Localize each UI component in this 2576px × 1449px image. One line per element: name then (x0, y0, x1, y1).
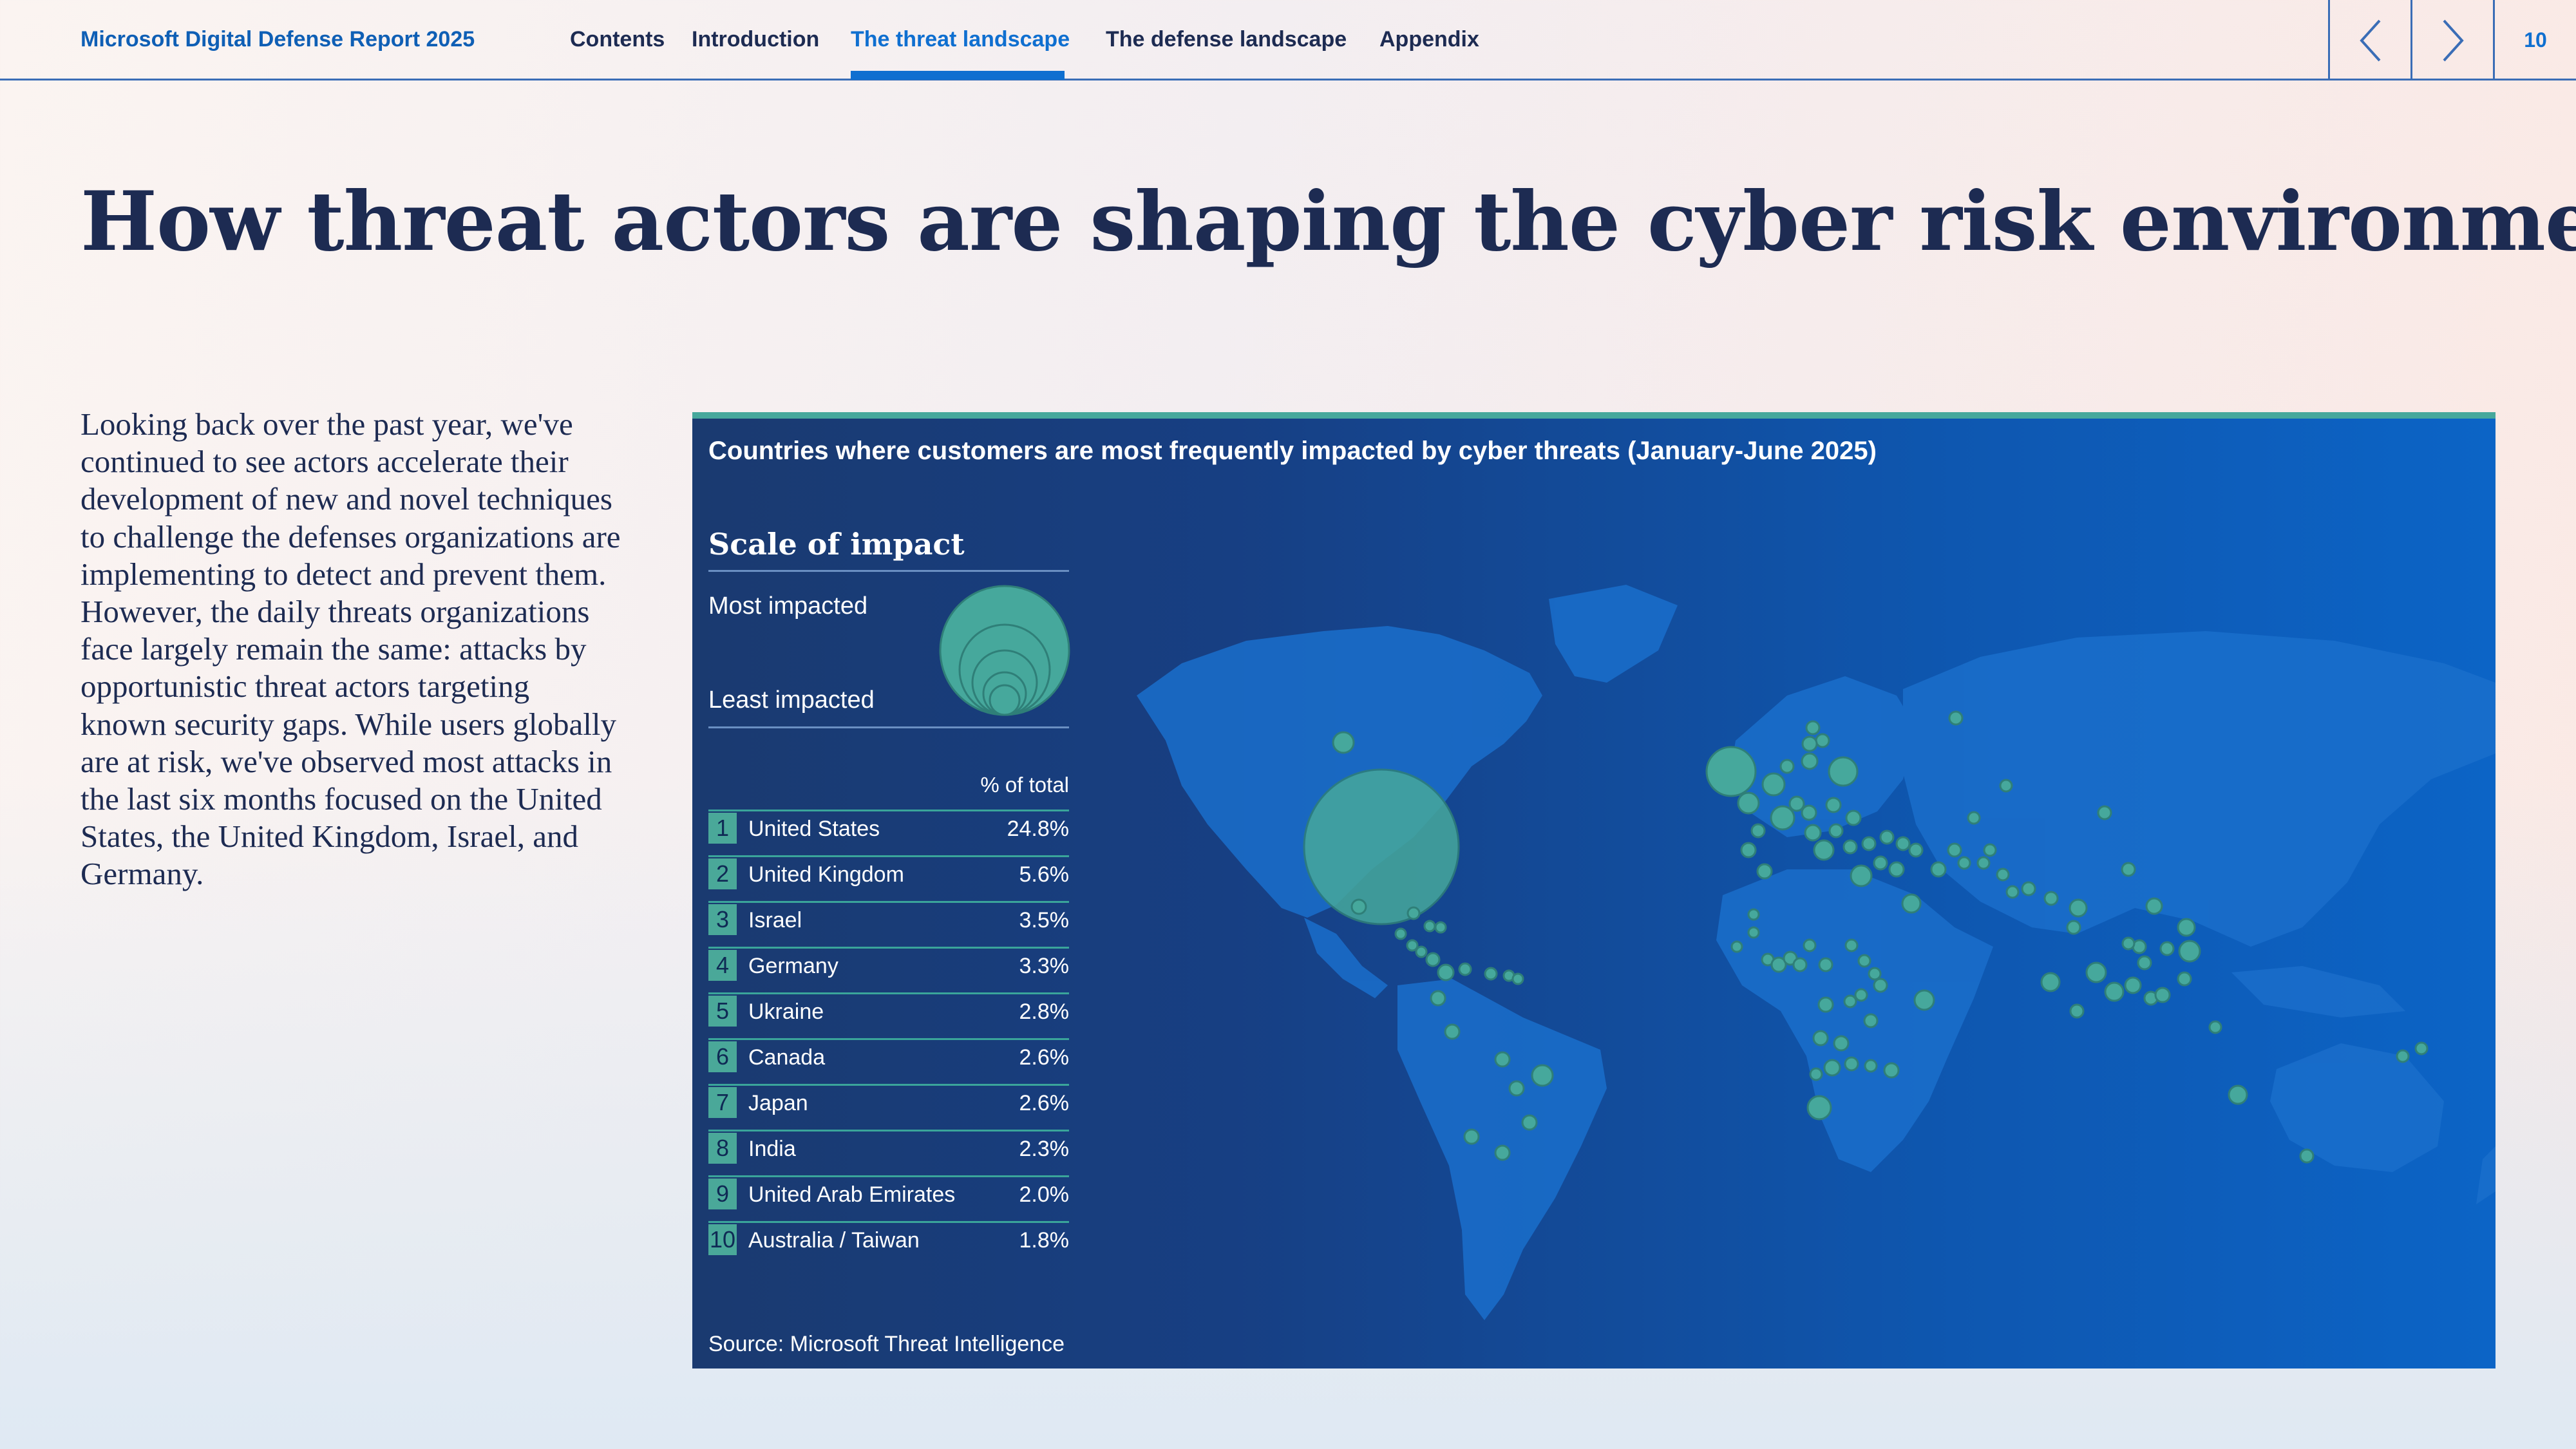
rank-badge: 3 (708, 904, 737, 935)
bubble-poland (1813, 839, 1835, 861)
page-number: 10 (2524, 28, 2547, 52)
country-name: India (748, 1137, 796, 1161)
nav-introduction[interactable]: Introduction (692, 27, 820, 52)
scale-bottom-divider (708, 726, 1069, 728)
source-note: Source: Microsoft Threat Intelligence (708, 1332, 1065, 1356)
country-name: United Arab Emirates (748, 1182, 956, 1207)
scale-bubble-legend (939, 585, 1070, 716)
percent-value: 1.8% (1019, 1228, 1070, 1253)
percent-value: 5.6% (1019, 862, 1070, 887)
table-row: 6 Canada 2.6% (708, 1038, 1069, 1084)
next-page-button[interactable] (2410, 0, 2493, 80)
percent-value: 2.8% (1019, 999, 1070, 1024)
active-tab-indicator (851, 71, 1065, 80)
continent-north-america (1137, 626, 1542, 918)
page-number-box: 10 (2493, 0, 2576, 80)
table-row: 8 India 2.3% (708, 1130, 1069, 1175)
continent-africa (1716, 869, 1993, 1172)
nav-contents[interactable]: Contents (570, 27, 665, 52)
report-brand-link[interactable]: Microsoft Digital Defense Report 2025 (80, 27, 475, 52)
country-name: Ukraine (748, 999, 824, 1024)
rank-badge: 9 (708, 1179, 737, 1209)
table-row: 5 Ukraine 2.8% (708, 992, 1069, 1038)
table-row: 7 Japan 2.6% (708, 1084, 1069, 1130)
rank-badge: 4 (708, 950, 737, 981)
country-name: Canada (748, 1045, 826, 1070)
country-name: Japan (748, 1091, 808, 1115)
bubble-vietnam (2040, 972, 2061, 992)
continent-greenland (1549, 585, 1678, 683)
percent-value: 2.6% (1019, 1091, 1070, 1115)
percent-value: 24.8% (1007, 817, 1069, 841)
nav-appendix[interactable]: Appendix (1379, 27, 1479, 52)
continent-central-america (1304, 918, 1388, 998)
percent-value: 2.6% (1019, 1045, 1070, 1070)
bubble-israel (1850, 864, 1873, 887)
country-name: Australia / Taiwan (748, 1228, 920, 1253)
panel-title: Countries where customers are most frequ… (708, 437, 1877, 465)
percent-value: 3.3% (1019, 954, 1070, 978)
bubble-philippines (2104, 981, 2125, 1002)
bubble-india (1913, 989, 1935, 1011)
bubble-ukraine (1828, 756, 1859, 787)
table-row: 2 United Kingdom 5.6% (708, 855, 1069, 901)
rank-badge: 8 (708, 1133, 737, 1164)
table-row: 1 United States 24.8% (708, 810, 1069, 855)
bubble-netherlands (1761, 772, 1786, 797)
bubble-taiwan (2085, 961, 2107, 983)
page-headline: How threat actors are shaping the cyber … (80, 174, 2576, 269)
rank-badge: 2 (708, 858, 737, 889)
country-name: Germany (748, 954, 838, 978)
scale-top-divider (708, 570, 1069, 572)
rank-badge: 5 (708, 996, 737, 1027)
bubble-france (1737, 791, 1760, 815)
bubble-south-africa (1806, 1095, 1832, 1121)
chevron-right-icon (2443, 19, 2464, 61)
map-landmass (1137, 585, 2496, 1320)
bubble-united-states (1303, 768, 1460, 925)
scale-title: Scale of impact (708, 527, 965, 562)
rank-badge: 6 (708, 1041, 737, 1072)
percent-value: 3.5% (1019, 908, 1070, 933)
bubble-canada (1332, 731, 1355, 754)
country-name: United States (748, 817, 880, 841)
table-row: 3 Israel 3.5% (708, 901, 1069, 947)
least-impacted-label: Least impacted (708, 687, 875, 714)
country-name: United Kingdom (748, 862, 904, 887)
bubble-united-kingdom (1705, 746, 1757, 797)
region-southeast-asia (2231, 966, 2405, 1018)
region-new-zealand (2476, 1146, 2496, 1204)
table-header-percent: % of total (980, 773, 1069, 797)
bubble-korea (2069, 898, 2088, 918)
country-ranking-table: 1 United States 24.8% 2 United Kingdom 5.6% 3 I… (708, 810, 1069, 1267)
nav-threat-landscape[interactable]: The threat landscape (851, 27, 1070, 52)
rank-badge: 10 (708, 1224, 737, 1255)
minor-bubbles (1350, 710, 2429, 1164)
table-row: 4 Germany 3.3% (708, 947, 1069, 992)
top-navigation-bar: Microsoft Digital Defense Report 2025 Co… (0, 0, 2576, 80)
nav-defense-landscape[interactable]: The defense landscape (1106, 27, 1347, 52)
threat-map-panel: Countries where customers are most frequ… (692, 412, 2496, 1368)
most-impacted-label: Most impacted (708, 592, 868, 620)
world-map (1137, 585, 2496, 1320)
chevron-left-icon (2359, 19, 2380, 61)
bubble-germany (1770, 805, 1795, 831)
table-row: 9 United Arab Emirates 2.0% (708, 1175, 1069, 1221)
previous-page-button[interactable] (2328, 0, 2410, 80)
intro-paragraph: Looking back over the past year, we've c… (80, 406, 621, 892)
continent-europe (1729, 676, 1916, 837)
country-name: Israel (748, 908, 802, 933)
percent-value: 2.0% (1019, 1182, 1070, 1207)
bubble-brazil (1531, 1064, 1554, 1087)
bubble-uae (1901, 893, 1922, 914)
table-row: 10 Australia / Taiwan 1.8% (708, 1221, 1069, 1267)
bubble-japan (2178, 940, 2201, 963)
impact-bubbles (1303, 710, 2429, 1164)
continent-australia (2270, 1043, 2444, 1172)
rank-badge: 1 (708, 813, 737, 844)
bubble-australia (2228, 1084, 2248, 1105)
percent-value: 2.3% (1019, 1137, 1070, 1161)
continent-asia (1903, 631, 2496, 947)
rank-badge: 7 (708, 1087, 737, 1118)
